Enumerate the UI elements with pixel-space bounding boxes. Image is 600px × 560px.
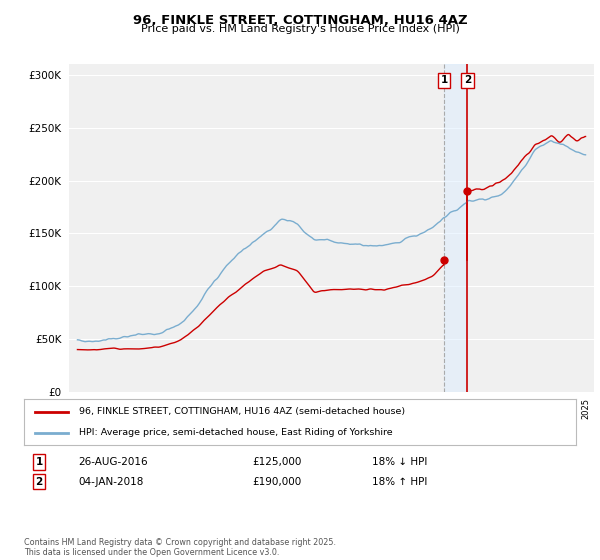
Text: 2: 2 [464, 75, 471, 85]
Text: 26-AUG-2016: 26-AUG-2016 [78, 457, 148, 467]
Text: 2: 2 [35, 477, 43, 487]
Text: 96, FINKLE STREET, COTTINGHAM, HU16 4AZ (semi-detached house): 96, FINKLE STREET, COTTINGHAM, HU16 4AZ … [79, 407, 406, 416]
Text: 96, FINKLE STREET, COTTINGHAM, HU16 4AZ: 96, FINKLE STREET, COTTINGHAM, HU16 4AZ [133, 14, 467, 27]
Text: 1: 1 [35, 457, 43, 467]
Text: HPI: Average price, semi-detached house, East Riding of Yorkshire: HPI: Average price, semi-detached house,… [79, 428, 393, 437]
Text: 18% ↑ HPI: 18% ↑ HPI [372, 477, 427, 487]
Text: £190,000: £190,000 [252, 477, 301, 487]
Text: Contains HM Land Registry data © Crown copyright and database right 2025.
This d: Contains HM Land Registry data © Crown c… [24, 538, 336, 557]
Bar [444, 64, 467, 392]
Text: 04-JAN-2018: 04-JAN-2018 [78, 477, 143, 487]
Text: 1: 1 [440, 75, 448, 85]
Text: Price paid vs. HM Land Registry's House Price Index (HPI): Price paid vs. HM Land Registry's House … [140, 24, 460, 34]
Text: 18% ↓ HPI: 18% ↓ HPI [372, 457, 427, 467]
Text: £125,000: £125,000 [252, 457, 301, 467]
